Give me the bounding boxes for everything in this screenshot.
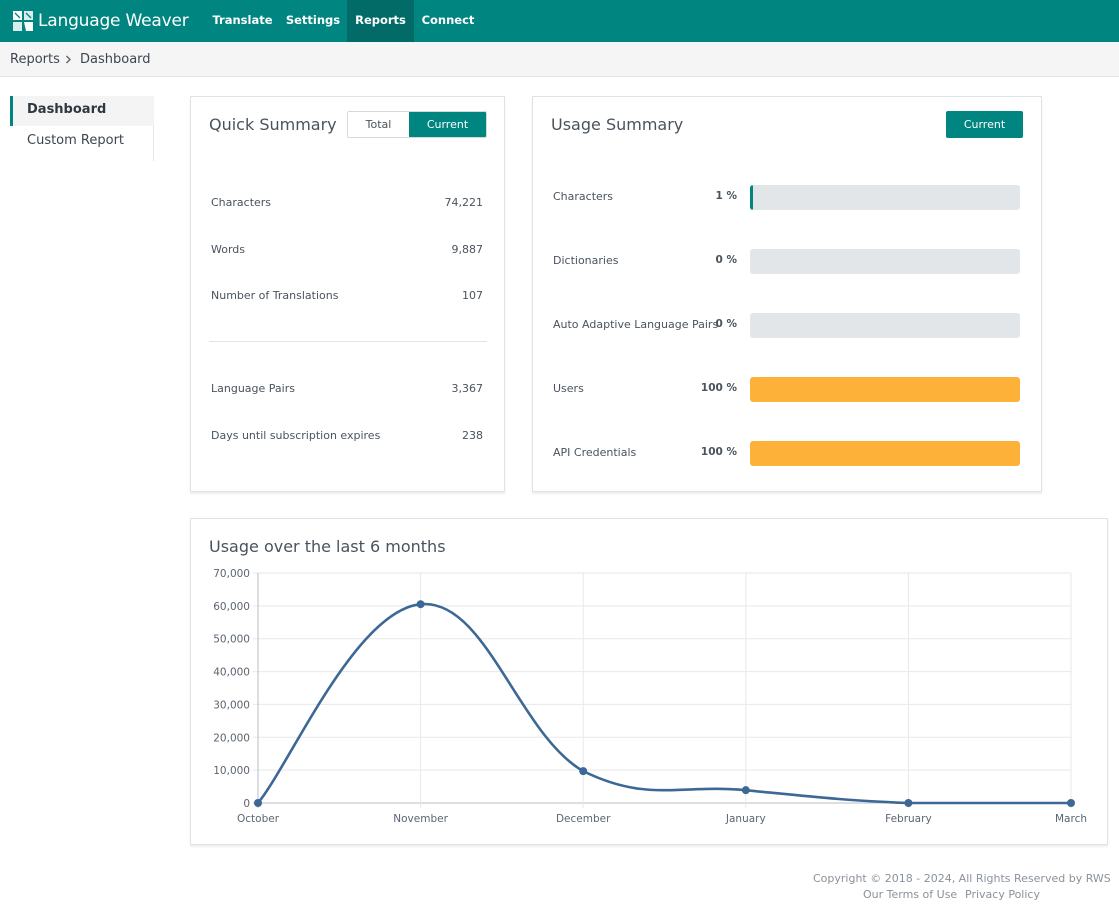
x-tick-label: October: [237, 813, 280, 825]
top-navigation-bar: Language Weaver Translate Settings Repor…: [0, 0, 1119, 42]
language-weaver-logo-icon: [13, 11, 33, 31]
summary-value: 74,221: [444, 196, 484, 209]
summary-value: 3,367: [451, 382, 484, 395]
breadcrumb-reports[interactable]: Reports: [10, 52, 60, 67]
summary-label: Number of Translations: [211, 289, 339, 302]
summary-value: 107: [462, 289, 483, 302]
usage-data-point: [1067, 799, 1075, 807]
usage-bar-characters: [750, 185, 1020, 210]
summary-row-translations: Number of Translations 107: [211, 289, 483, 302]
sidebar: Dashboard Custom Report: [10, 96, 154, 161]
usage-bar-fill: [750, 377, 1020, 402]
summary-label: Days until subscription expires: [211, 429, 381, 442]
sidebar-item-custom-report[interactable]: Custom Report: [27, 133, 125, 148]
usage-line-chart: 0 10,000 20,000 30,000 40,000 50,000 60,000 70,…: [213, 568, 1087, 825]
summary-row-language-pairs: Language Pairs 3,367: [211, 382, 483, 395]
usage-data-point: [904, 799, 913, 807]
y-tick-label: 40,000: [213, 667, 250, 679]
usage-bar-api-credentials: [750, 441, 1020, 466]
usage-chart-card: Usage over the last 6 months 0 10,000 20,0…: [190, 518, 1108, 845]
breadcrumb: Reports Dashboard: [0, 42, 1119, 77]
nav-reports[interactable]: Reports: [347, 0, 414, 42]
usage-summary-title: Usage Summary: [551, 115, 684, 134]
summary-label: Language Pairs: [211, 382, 295, 395]
usage-bar-auto-adaptive: [750, 313, 1020, 338]
usage-data-point: [254, 799, 262, 807]
usage-series-line: [256, 602, 1071, 805]
usage-bar-fill: [750, 185, 753, 210]
quick-summary-title: Quick Summary: [209, 115, 337, 134]
sidebar-item-dashboard[interactable]: Dashboard: [10, 96, 154, 126]
usage-bar-users: [750, 377, 1020, 402]
summary-row-days-until-expiry: Days until subscription expires 238: [211, 429, 483, 442]
y-tick-label: 10,000: [213, 765, 250, 777]
usage-bar-dictionaries: [750, 249, 1020, 274]
usage-label-dictionaries: Dictionaries: [553, 254, 619, 267]
usage-data-point: [741, 786, 750, 795]
usage-label-api-credentials: API Credentials: [553, 446, 637, 459]
summary-label: Characters: [211, 196, 272, 209]
usage-label-users: Users: [553, 382, 584, 395]
chevron-right-icon: [66, 55, 71, 64]
usage-percent-characters: 1 %: [715, 190, 737, 202]
nav-settings[interactable]: Settings: [285, 13, 341, 27]
total-toggle-button[interactable]: Total: [348, 112, 409, 137]
current-toggle-button[interactable]: Current: [409, 112, 486, 137]
nav-translate[interactable]: Translate: [212, 13, 273, 27]
x-tick-label: November: [393, 813, 448, 825]
usage-label-characters: Characters: [553, 190, 614, 203]
y-tick-label: 30,000: [213, 699, 250, 711]
usage-percent-dictionaries: 0 %: [715, 254, 737, 266]
x-tick-label: February: [885, 813, 932, 825]
usage-data-point: [416, 600, 425, 609]
brand[interactable]: Language Weaver: [12, 8, 189, 34]
usage-summary-card: Usage Summary Current Characters 1 % Dic…: [532, 96, 1042, 492]
usage-label-auto-adaptive: Auto Adaptive Language Pairs: [553, 318, 719, 331]
summary-row-words: Words 9,887: [211, 243, 483, 256]
usage-percent-auto-adaptive: 0 %: [715, 318, 737, 330]
usage-chart-title: Usage over the last 6 months: [209, 537, 446, 556]
summary-value: 9,887: [451, 243, 484, 256]
footer-copyright: Copyright © 2018 - 2024, All Rights Rese…: [813, 872, 1111, 885]
usage-data-point: [579, 767, 588, 776]
x-tick-label: March: [1055, 813, 1087, 825]
summary-divider: [209, 341, 487, 342]
brand-name: Language Weaver: [38, 11, 189, 31]
y-tick-label: 0: [243, 798, 250, 810]
current-button[interactable]: Current: [946, 111, 1023, 138]
usage-percent-api-credentials: 100 %: [700, 446, 737, 458]
y-tick-label: 70,000: [213, 568, 250, 580]
y-tick-label: 50,000: [213, 634, 250, 646]
summary-row-characters: Characters 74,221: [211, 196, 483, 209]
x-tick-label: January: [725, 813, 766, 825]
x-tick-label: December: [556, 813, 611, 825]
total-current-toggle: Total Current: [347, 111, 487, 138]
usage-bar-fill: [750, 441, 1020, 466]
footer-terms-link[interactable]: Our Terms of Use: [863, 888, 958, 901]
summary-label: Words: [211, 243, 246, 256]
usage-percent-users: 100 %: [700, 382, 737, 394]
quick-summary-card: Quick Summary Total Current Characters 7…: [190, 96, 505, 492]
footer-privacy-link[interactable]: Privacy Policy: [965, 888, 1040, 901]
y-tick-label: 60,000: [213, 601, 250, 613]
y-tick-label: 20,000: [213, 732, 250, 744]
nav-connect[interactable]: Connect: [421, 13, 475, 27]
breadcrumb-dashboard: Dashboard: [80, 52, 151, 67]
summary-value: 238: [462, 429, 483, 442]
